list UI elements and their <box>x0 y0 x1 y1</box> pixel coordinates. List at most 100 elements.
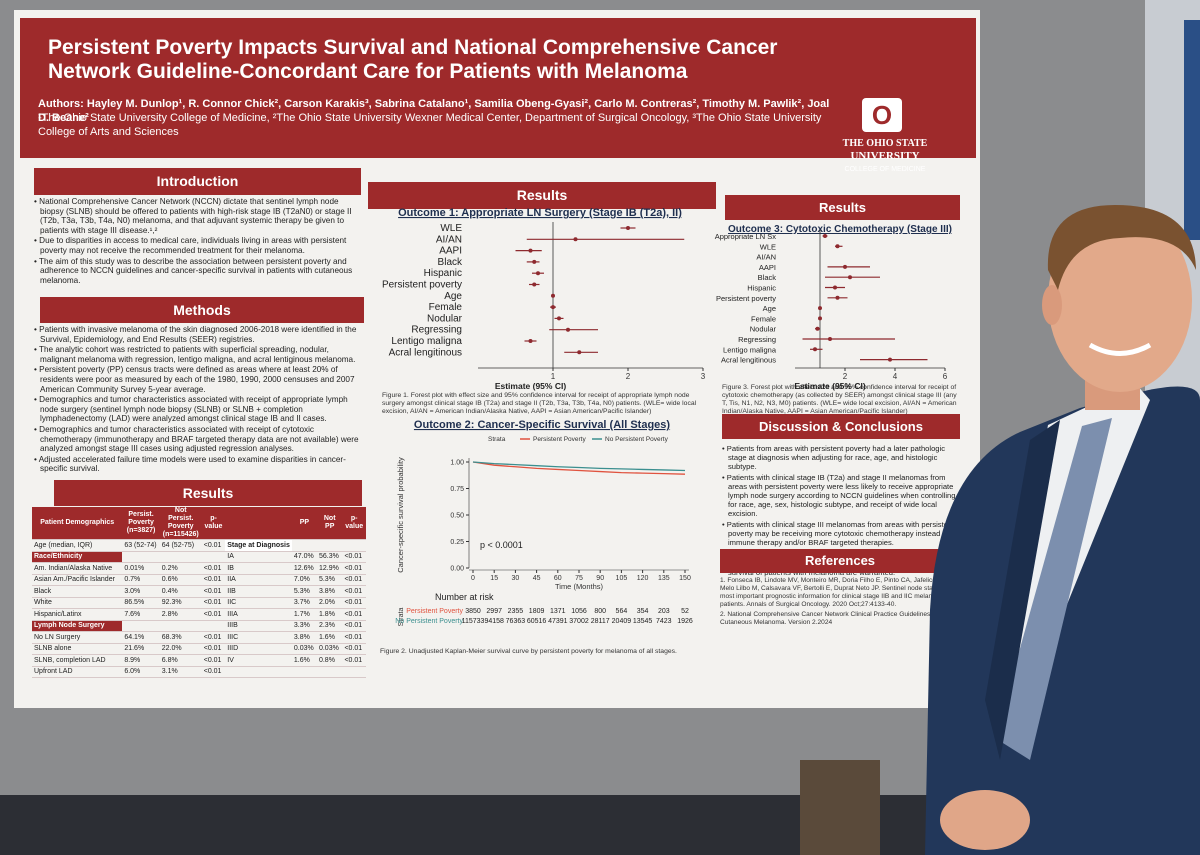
table-cell: 0.01% <box>122 562 160 575</box>
table-cell: IB <box>225 562 292 575</box>
risk-count: 800 <box>594 608 606 615</box>
category-label: WLE <box>760 242 776 251</box>
table-cell: 0.03% <box>291 643 317 655</box>
table-cell: Upfront LAD <box>32 666 123 678</box>
table-cell: <0.01 <box>201 608 226 621</box>
table-cell: 12.6% <box>291 562 317 575</box>
risk-title: Number at risk <box>435 592 494 602</box>
table-cell <box>342 666 366 678</box>
table-cell: <0.01 <box>342 585 366 598</box>
estimate <box>551 293 555 298</box>
x-tick-label: 60 <box>554 575 562 582</box>
table-cell: 86.5% <box>122 597 160 609</box>
table-header: Not PP <box>316 507 343 540</box>
estimate <box>888 357 892 362</box>
risk-count: 1926 <box>677 618 693 625</box>
affiliations: ¹The Ohio State University College of Me… <box>38 112 822 138</box>
estimate <box>532 282 537 287</box>
legend-title: Strata <box>488 436 506 443</box>
estimate <box>835 244 840 249</box>
figure-caption: Figure 2. Unadjusted Kaplan-Meier surviv… <box>380 648 677 655</box>
chart-title: Outcome 1: Appropriate LN Surgery (Stage… <box>398 207 682 219</box>
table-cell: 8.9% <box>122 654 160 667</box>
y-tick-label: 0.25 <box>450 539 464 546</box>
category-label: Nodular <box>750 325 777 334</box>
risk-count: 60516 <box>527 618 547 625</box>
table-cell: IV <box>225 654 292 667</box>
category-label: Female <box>751 314 776 323</box>
smile <box>1088 342 1152 356</box>
table-cell: 5.3% <box>291 585 317 598</box>
estimate <box>532 259 537 264</box>
risk-count: 52 <box>681 608 689 615</box>
logo-mark <box>862 98 902 132</box>
category-label: Regressing <box>411 325 462 336</box>
x-tick-label: 15 <box>490 575 498 582</box>
logo-line: UNIVERSITY <box>850 150 920 162</box>
table-cell: Black <box>32 585 123 598</box>
lapel <box>985 420 1060 760</box>
chart-title: Outcome 3: Cytotoxic Chemotherapy (Stage… <box>728 224 952 235</box>
table-cell: <0.01 <box>201 597 226 609</box>
estimate <box>528 339 533 343</box>
category-label: Hispanic <box>424 268 462 279</box>
table-header: Persist. Poverty (n=3827) <box>122 507 160 540</box>
estimate <box>833 285 837 290</box>
poster-header <box>20 18 976 158</box>
table-cell: Race/Ethnicity <box>32 551 123 563</box>
table-cell: <0.01 <box>201 585 226 598</box>
table-cell: Lymph Node Surgery <box>32 620 123 632</box>
table-header: Patient Demographics <box>32 507 123 540</box>
references-list: 1. Fonseca IB, Lindote MV, Monteiro MR, … <box>720 577 960 629</box>
category-label: AI/AN <box>436 234 462 245</box>
hands <box>940 790 1030 850</box>
table-cell <box>159 551 202 563</box>
bullet-list: Patients with invasive melanoma of the s… <box>32 325 364 475</box>
table-cell: IIIC <box>225 631 292 644</box>
risk-count: 37002 <box>569 618 589 625</box>
table-cell: IIC <box>225 597 292 609</box>
table-cell: 6.8% <box>159 654 202 667</box>
estimate <box>536 271 540 276</box>
table-wrap: Patient Demographics Persist. Poverty (n=… <box>32 507 366 678</box>
table-cell <box>201 620 226 632</box>
risk-row-label: Persistent Poverty <box>406 608 463 615</box>
table-cell: IIID <box>225 643 292 655</box>
table-cell: Asian Am./Pacific Islander <box>32 574 123 586</box>
table-cell: <0.01 <box>201 562 226 575</box>
survival-curve <box>472 461 686 475</box>
table-cell: IA <box>225 551 292 563</box>
x-tick-label: 135 <box>658 575 670 582</box>
table-cell: 3.1% <box>159 666 202 678</box>
hair <box>1047 205 1196 290</box>
table-cell: <0.01 <box>201 539 226 552</box>
table-cell: SLNB, completion LAD <box>32 654 123 667</box>
table-cell: IIA <box>225 574 292 586</box>
category-label: Lentigo maligna <box>391 336 462 347</box>
table-header: PP <box>291 507 317 540</box>
y-axis-label: Cancer-specific survival probability <box>396 457 405 573</box>
table-cell: 3.3% <box>291 620 317 632</box>
risk-count: 1371 <box>550 608 566 615</box>
table-cell <box>316 666 343 678</box>
table-cell: 68.3% <box>159 631 202 644</box>
table-header: p-value <box>342 507 366 540</box>
reference: 2. National Comprehensive Cancer Network… <box>720 611 933 626</box>
table-cell: Stage at Diagnosis <box>225 539 292 552</box>
risk-count: 47391 <box>548 618 568 625</box>
bullet: Demographics and tumor characteristics a… <box>32 425 364 454</box>
category-label: Lentigo maligna <box>723 345 777 354</box>
easel <box>800 760 880 855</box>
bullet-list: National Comprehensive Cancer Network (N… <box>32 197 364 286</box>
side-sign <box>1184 20 1200 240</box>
category-label: Regressing <box>738 335 776 344</box>
table-cell: 0.03% <box>316 643 343 655</box>
table-cell: IIIA <box>225 608 292 621</box>
bullet: National Comprehensive Cancer Network (N… <box>32 197 364 235</box>
bullet: Patients from areas with persistent pove… <box>720 444 960 472</box>
section-heading: Introduction <box>34 168 361 195</box>
x-tick-label: 150 <box>679 575 691 582</box>
estimate <box>823 234 827 238</box>
